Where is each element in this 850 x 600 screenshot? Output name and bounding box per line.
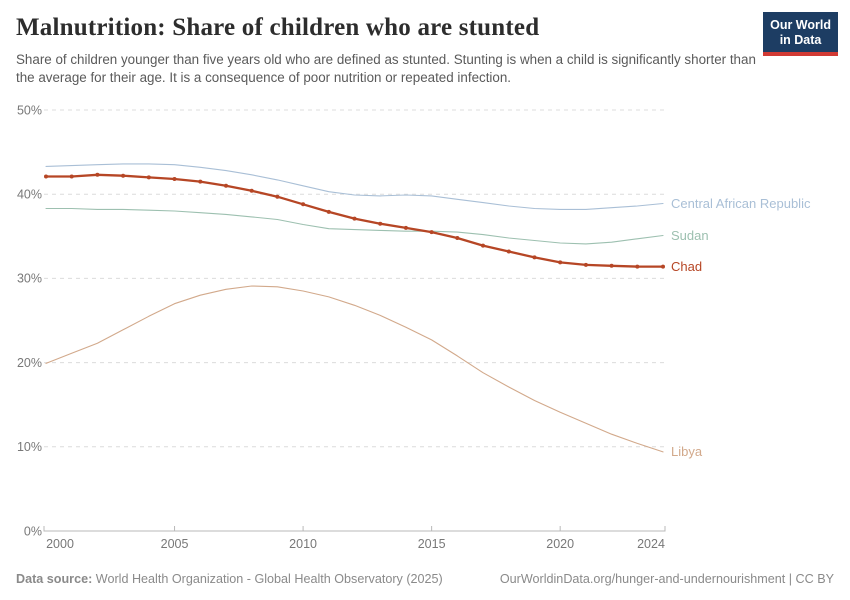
series-label-central-african-republic: Central African Republic	[671, 196, 811, 211]
x-tick-label: 2024	[637, 537, 665, 551]
series-line-libya	[45, 285, 664, 453]
series-marker-chad	[455, 236, 460, 240]
series-label-sudan: Sudan	[671, 228, 709, 243]
chart-subtitle: Share of children younger than five year…	[16, 52, 756, 85]
y-tick-label: 0%	[24, 524, 42, 538]
series-marker-chad	[301, 202, 306, 207]
data-source: Data source: World Health Organization -…	[16, 572, 443, 586]
data-source-text: World Health Organization - Global Healt…	[92, 572, 443, 586]
x-axis-line	[43, 526, 666, 532]
series-marker-chad	[661, 264, 665, 269]
y-tick-label: 40%	[17, 188, 42, 202]
series-marker-chad	[224, 183, 228, 188]
chart-footer: Data source: World Health Organization -…	[16, 572, 834, 586]
series-marker-chad	[275, 194, 280, 199]
series-marker-chad	[583, 262, 588, 267]
series-marker-chad	[172, 177, 177, 181]
series-marker-chad	[532, 255, 537, 260]
series-label-libya: Libya	[671, 444, 703, 459]
series-marker-chad	[429, 230, 434, 235]
x-tick-label: 2020	[546, 537, 574, 551]
owid-logo: Our World in Data	[763, 12, 838, 56]
x-tick-label: 2000	[46, 537, 74, 551]
series-marker-chad	[403, 225, 408, 230]
y-tick-label: 20%	[17, 356, 42, 370]
series-line-central-african-republic	[45, 163, 664, 210]
series-marker-chad	[69, 174, 74, 179]
series-marker-chad	[95, 172, 100, 177]
series-label-chad: Chad	[671, 259, 702, 274]
series-marker-chad	[378, 221, 383, 226]
series-marker-chad	[146, 175, 151, 180]
series-marker-chad	[609, 263, 614, 268]
series-marker-chad	[121, 173, 126, 178]
y-tick-label: 50%	[17, 103, 42, 117]
series-marker-chad	[481, 243, 485, 248]
y-tick-label: 30%	[17, 272, 42, 286]
series-marker-chad	[558, 260, 563, 265]
x-tick-label: 2015	[418, 537, 446, 551]
series-line-chad	[44, 173, 665, 268]
series-marker-chad	[198, 179, 203, 184]
y-tick-label: 10%	[17, 440, 42, 454]
owid-logo-line2: in Data	[779, 32, 822, 47]
data-source-label: Data source:	[16, 572, 93, 586]
series-marker-chad	[352, 216, 357, 221]
series-marker-chad	[506, 249, 511, 254]
series-marker-chad	[249, 188, 254, 193]
series-marker-chad	[635, 264, 640, 269]
x-tick-label: 2005	[161, 537, 189, 551]
owid-logo-line1: Our World	[770, 18, 831, 32]
page-title: Malnutrition: Share of children who are …	[16, 14, 540, 41]
series-marker-chad	[326, 209, 331, 214]
owid-link[interactable]: OurWorldinData.org/hunger-and-undernouri…	[499, 572, 834, 586]
series-marker-chad	[44, 174, 48, 179]
x-tick-label: 2010	[289, 537, 317, 551]
series-line-sudan	[45, 207, 664, 245]
